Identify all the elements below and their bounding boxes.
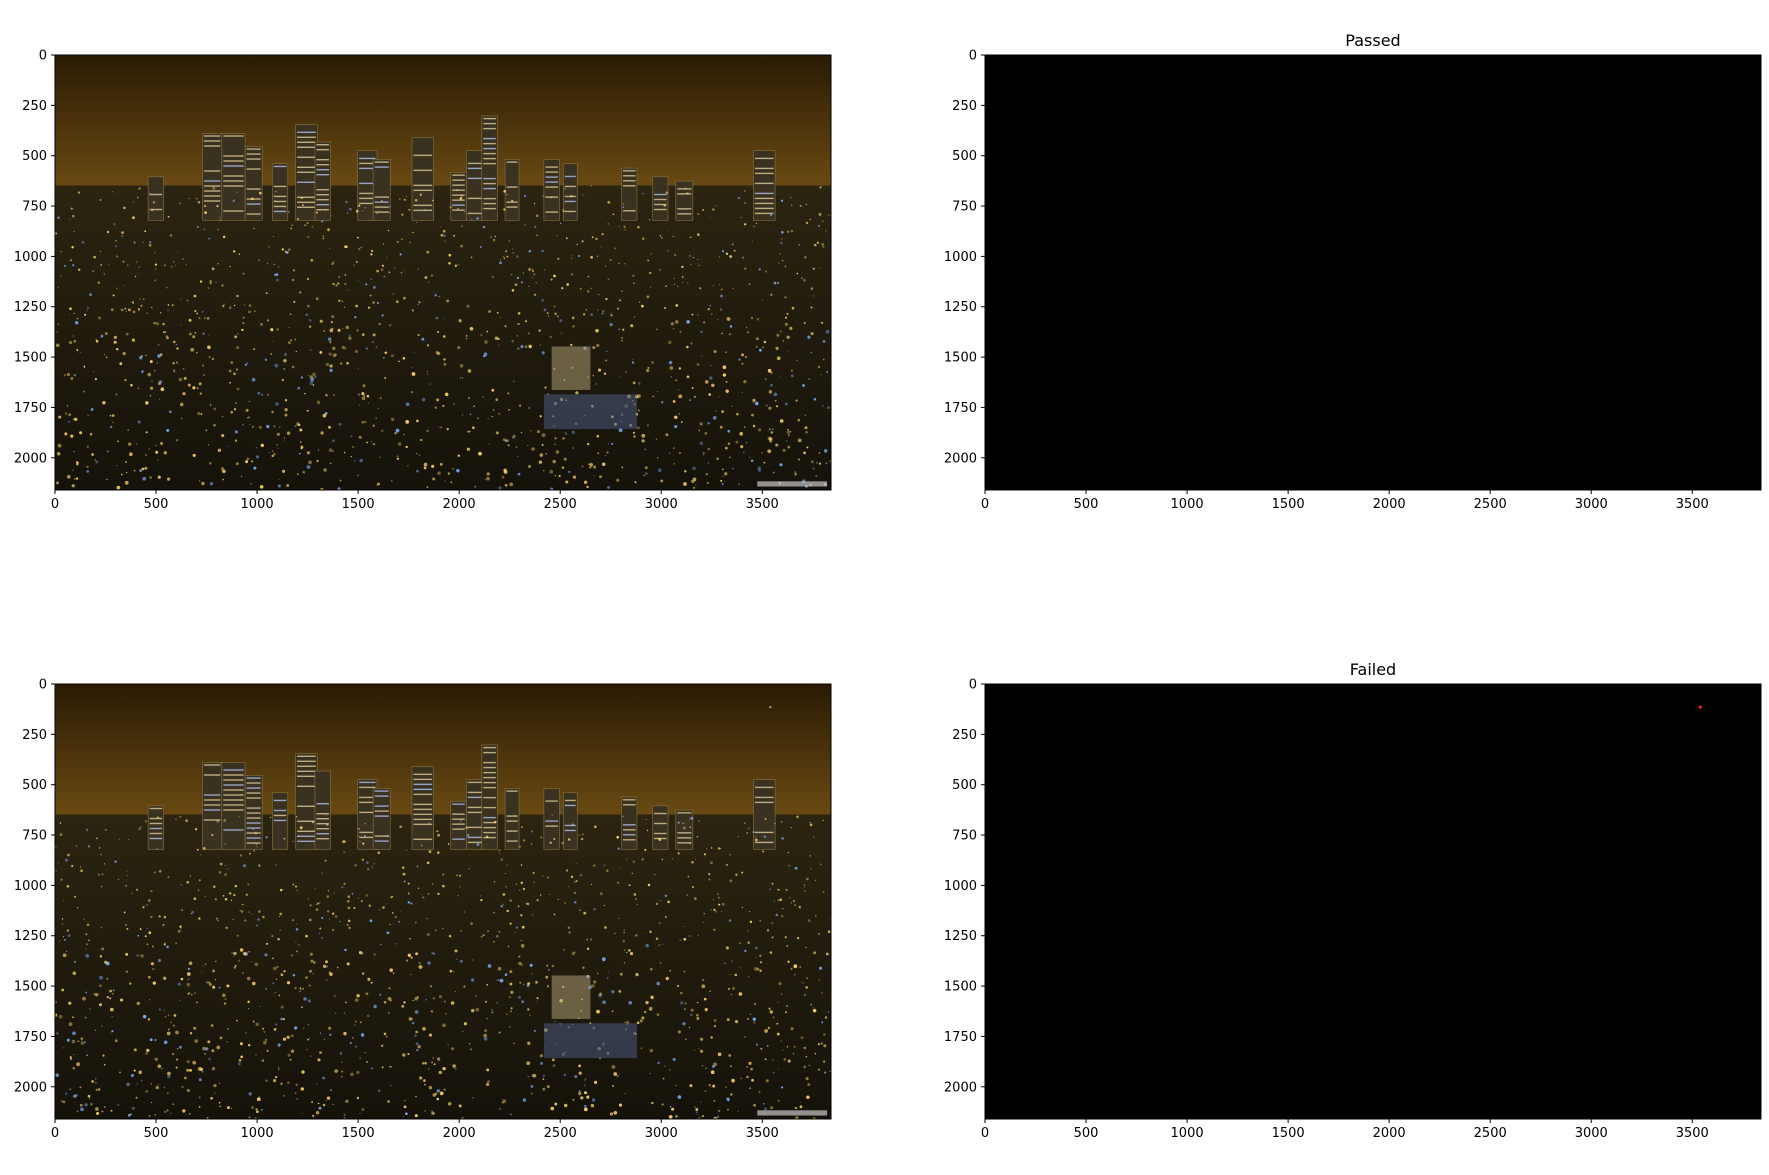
x-tick-label: 2500 bbox=[544, 497, 577, 512]
y-tick-label: 1750 bbox=[14, 1030, 47, 1045]
marker-point-1 bbox=[1698, 705, 1702, 709]
x-tick-label: 3000 bbox=[1575, 1126, 1608, 1141]
x-tick-label: 500 bbox=[1074, 1126, 1099, 1141]
y-tick-label: 1000 bbox=[944, 879, 977, 894]
x-tick-label: 0 bbox=[981, 1126, 989, 1141]
x-tick-label: 500 bbox=[144, 497, 169, 512]
y-tick-label: 1000 bbox=[14, 250, 47, 265]
y-tick-label: 1750 bbox=[944, 1030, 977, 1045]
x-tick-label: 1000 bbox=[241, 497, 274, 512]
x-tick-label: 1000 bbox=[1171, 497, 1204, 512]
y-tick-label: 1500 bbox=[14, 351, 47, 366]
y-tick-label: 1000 bbox=[944, 250, 977, 265]
y-tick-label: 750 bbox=[22, 200, 47, 215]
mask-image bbox=[985, 684, 1761, 1119]
x-tick-label: 3500 bbox=[746, 497, 779, 512]
x-tick-label: 1500 bbox=[342, 497, 375, 512]
y-tick-label: 250 bbox=[952, 728, 977, 743]
y-tick-label: 750 bbox=[952, 829, 977, 844]
y-tick-label: 1250 bbox=[14, 300, 47, 315]
x-tick-label: 1500 bbox=[342, 1126, 375, 1141]
x-tick-label: 500 bbox=[1074, 497, 1099, 512]
y-tick-label: 250 bbox=[22, 728, 47, 743]
x-tick-label: 3500 bbox=[1676, 497, 1709, 512]
y-tick-label: 2000 bbox=[14, 451, 47, 466]
photo-ground bbox=[55, 185, 831, 490]
x-tick-label: 1000 bbox=[241, 1126, 274, 1141]
x-tick-label: 3000 bbox=[1575, 497, 1608, 512]
y-tick-label: 1500 bbox=[944, 980, 977, 995]
y-tick-label: 750 bbox=[952, 200, 977, 215]
y-tick-label: 500 bbox=[952, 778, 977, 793]
x-tick-label: 2500 bbox=[544, 1126, 577, 1141]
x-tick-label: 2000 bbox=[443, 1126, 476, 1141]
y-tick-label: 1250 bbox=[944, 300, 977, 315]
photo-city-lights bbox=[54, 185, 833, 492]
x-tick-label: 0 bbox=[981, 497, 989, 512]
x-tick-label: 500 bbox=[144, 1126, 169, 1141]
y-tick-label: 750 bbox=[22, 829, 47, 844]
y-tick-label: 2000 bbox=[944, 1080, 977, 1095]
photo-skyline bbox=[147, 744, 776, 850]
y-tick-label: 500 bbox=[22, 778, 47, 793]
subplot-1: 0 500 1000 1500 2000 2500 3000 3500 0 250 500 750 10… bbox=[14, 49, 833, 512]
mask-image bbox=[985, 55, 1761, 490]
y-tick-label: 250 bbox=[22, 99, 47, 114]
x-tick-label: 1000 bbox=[1171, 1126, 1204, 1141]
y-tick-label: 2000 bbox=[944, 451, 977, 466]
y-tick-label: 1250 bbox=[944, 929, 977, 944]
x-tick-label: 0 bbox=[51, 1126, 59, 1141]
x-tick-label: 0 bbox=[51, 497, 59, 512]
y-tick-label: 500 bbox=[22, 149, 47, 164]
x-tick-label: 3000 bbox=[645, 497, 678, 512]
y-tick-label: 0 bbox=[39, 678, 47, 693]
y-tick-label: 500 bbox=[952, 149, 977, 164]
x-tick-label: 1500 bbox=[1272, 1126, 1305, 1141]
marker-point-1 bbox=[769, 705, 772, 709]
y-tick-label: 1500 bbox=[944, 351, 977, 366]
x-tick-label: 1500 bbox=[1272, 497, 1305, 512]
y-tick-label: 1250 bbox=[14, 929, 47, 944]
x-tick-label: 3500 bbox=[746, 1126, 779, 1141]
y-tick-label: 1750 bbox=[944, 401, 977, 416]
subplot-3: 0 500 1000 1500 2000 2500 3000 3500 0 250 500 750 10… bbox=[14, 678, 832, 1141]
y-tick-label: 1500 bbox=[14, 980, 47, 995]
y-tick-label: 0 bbox=[39, 49, 47, 64]
photo-skyline bbox=[147, 115, 776, 221]
y-tick-label: 0 bbox=[969, 678, 977, 693]
subplot-4: 0 500 1000 1500 2000 2500 3000 3500 0 250 500 750 10… bbox=[944, 660, 1762, 1141]
subplot-title: Failed bbox=[1350, 660, 1396, 679]
axes-frame bbox=[54, 683, 832, 1120]
photo-sky bbox=[55, 55, 831, 188]
subplot-title: Passed bbox=[1345, 31, 1400, 50]
x-tick-label: 2000 bbox=[1373, 1126, 1406, 1141]
y-tick-label: 250 bbox=[952, 99, 977, 114]
photo-ground bbox=[55, 814, 831, 1119]
axes-frame bbox=[984, 54, 1762, 491]
y-tick-label: 0 bbox=[969, 49, 977, 64]
x-tick-label: 3500 bbox=[1676, 1126, 1709, 1141]
y-tick-label: 2000 bbox=[14, 1080, 47, 1095]
y-tick-label: 1000 bbox=[14, 879, 47, 894]
axes-frame bbox=[984, 683, 1762, 1120]
photo-city-lights bbox=[53, 814, 832, 1121]
x-tick-label: 2500 bbox=[1474, 497, 1507, 512]
subplot-2: 0 500 1000 1500 2000 2500 3000 3500 0 250 500 750 10… bbox=[944, 31, 1762, 512]
photo-sky bbox=[55, 684, 831, 817]
y-tick-label: 1750 bbox=[14, 401, 47, 416]
axes-frame bbox=[54, 54, 832, 491]
x-tick-label: 2000 bbox=[443, 497, 476, 512]
x-tick-label: 3000 bbox=[645, 1126, 678, 1141]
x-tick-label: 2000 bbox=[1373, 497, 1406, 512]
x-tick-label: 2500 bbox=[1474, 1126, 1507, 1141]
